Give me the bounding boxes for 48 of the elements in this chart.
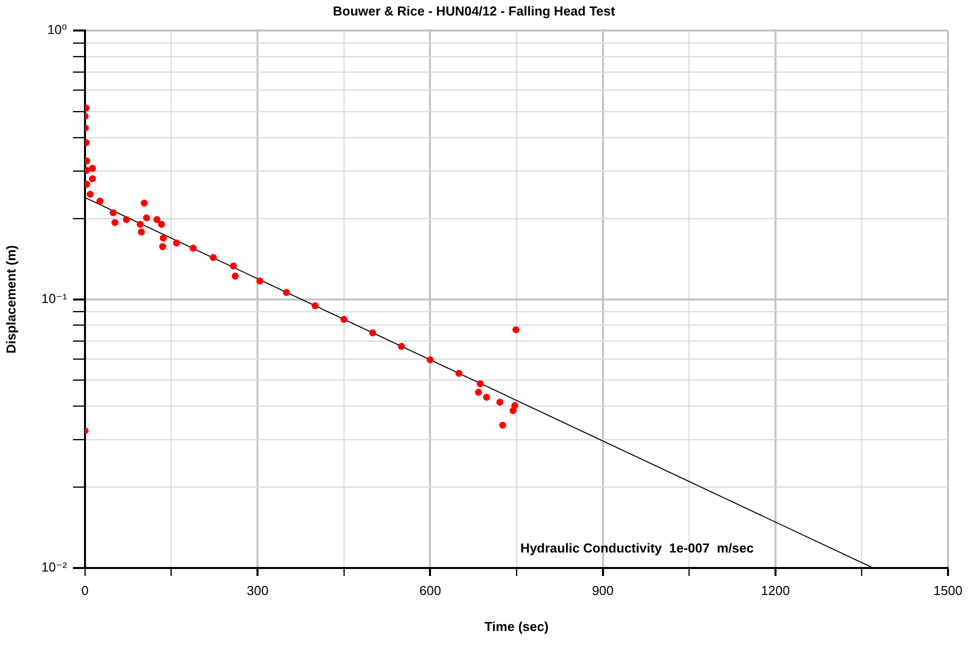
x-tick-label: 1200 (760, 583, 790, 598)
y-tick-label: 10⁰ (47, 22, 67, 38)
point (455, 370, 462, 377)
point (153, 216, 160, 224)
point (110, 209, 117, 216)
point (143, 214, 150, 222)
point (88, 164, 96, 172)
point (96, 198, 104, 205)
y-axis-title: Displacement (m) (3, 245, 18, 354)
point (496, 398, 504, 406)
point (499, 422, 506, 429)
point (511, 402, 518, 410)
x-tick-label: 1500 (934, 583, 962, 598)
point (312, 302, 319, 310)
point (369, 329, 376, 336)
annotation: Hydraulic Conductivity 1e-007 m/sec (520, 540, 754, 556)
y-tick-label: 10⁻¹ (41, 290, 68, 306)
point (159, 243, 166, 250)
point (138, 228, 145, 236)
point (230, 262, 237, 270)
point (232, 272, 239, 280)
point (172, 240, 180, 247)
point (483, 394, 490, 401)
y-tick-label: 10⁻² (41, 560, 68, 575)
point (88, 175, 96, 182)
point (398, 342, 405, 350)
x-tick-label: 0 (81, 583, 89, 598)
point (475, 388, 482, 396)
point (426, 356, 434, 364)
x-axis-title: Time (sec) (484, 618, 549, 634)
point (256, 277, 264, 284)
x-tick-label: 300 (246, 583, 268, 598)
point (158, 220, 166, 228)
point (86, 190, 94, 198)
point (122, 216, 130, 224)
point (190, 244, 197, 252)
point (160, 234, 167, 242)
chart-title: Bouwer & Rice - HUN04/12 - Falling Head Test (332, 3, 616, 18)
point (210, 254, 217, 262)
point (136, 220, 144, 228)
x-tick-label: 900 (592, 583, 614, 598)
x-tick-label: 600 (419, 583, 442, 598)
point (340, 316, 348, 323)
point (111, 219, 118, 226)
point (140, 200, 148, 207)
point (512, 326, 520, 334)
point (476, 380, 484, 388)
point (282, 289, 290, 296)
